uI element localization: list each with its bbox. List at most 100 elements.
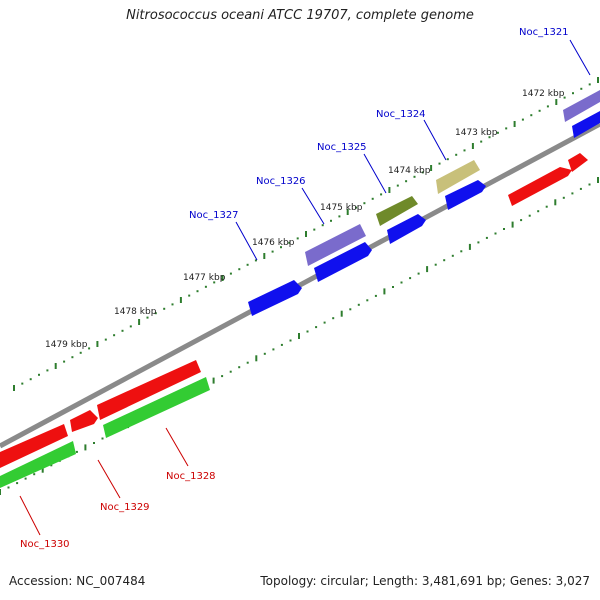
cds-noc-1328-green[interactable]	[103, 377, 210, 438]
inner-tick	[520, 219, 523, 222]
outer-tick	[388, 187, 391, 193]
outer-tick	[563, 96, 566, 99]
gene-label-noc-1327[interactable]: Noc_1327	[189, 210, 239, 221]
inner-tick	[332, 317, 335, 320]
outer-tick	[471, 143, 474, 149]
inner-tick	[221, 375, 224, 378]
inner-tick	[84, 444, 87, 451]
gene-label-noc-1324[interactable]: Noc_1324	[376, 109, 426, 120]
gene-label-noc-1325[interactable]: Noc_1325	[317, 142, 367, 153]
outer-tick	[246, 263, 249, 266]
cds-noc-1330-green[interactable]	[0, 441, 76, 488]
outer-tick	[271, 250, 274, 253]
outer-tick	[54, 363, 57, 369]
inner-tick	[306, 330, 309, 333]
outer-tick	[138, 319, 141, 325]
kbp-label-1472: 1472 kbp	[522, 89, 565, 99]
outer-tick	[338, 215, 341, 218]
inner-tick	[246, 361, 249, 364]
outer-tick	[229, 272, 232, 275]
gene-label-noc-1328[interactable]: Noc_1328	[166, 471, 216, 482]
kbp-label-1478: 1478 kbp	[114, 307, 157, 317]
cds-noc-1329[interactable]	[70, 410, 98, 432]
inner-tick	[16, 482, 19, 485]
outer-tick	[221, 275, 224, 281]
cds-noc-1330-red[interactable]	[0, 424, 68, 468]
outer-tick	[480, 140, 483, 143]
outer-tick	[104, 338, 107, 341]
kbp-label-1477: 1477 kbp	[183, 273, 226, 283]
cds-red-arrow-1[interactable]	[508, 167, 572, 206]
inner-tick	[443, 259, 446, 262]
outer-tick	[13, 385, 15, 391]
outer-tick	[413, 175, 416, 178]
cds-noc-1326[interactable]	[314, 242, 372, 282]
feature-noc-1326[interactable]	[305, 224, 366, 266]
outer-tick	[46, 369, 49, 372]
inner-tick	[460, 250, 463, 253]
outer-tick	[588, 83, 591, 86]
outer-tick	[296, 237, 299, 240]
outer-tick	[238, 268, 241, 271]
outer-tick	[71, 356, 74, 359]
inner-tick	[485, 236, 488, 239]
feature-noc-1324[interactable]	[436, 160, 480, 194]
outer-tick	[363, 202, 366, 205]
cds-noc-1325[interactable]	[387, 214, 426, 244]
gene-label-noc-1321[interactable]: Noc_1321	[519, 27, 569, 38]
gene-label-noc-1326[interactable]: Noc_1326	[256, 176, 306, 187]
inner-tick	[554, 199, 557, 206]
outer-tick	[196, 290, 199, 293]
outer-tick	[346, 209, 349, 215]
inner-tick	[255, 355, 258, 362]
inner-tick	[545, 205, 548, 208]
cds-red-arrow-2[interactable]	[568, 153, 588, 172]
feature-noc-1325[interactable]	[376, 196, 418, 226]
inner-tick	[374, 294, 377, 297]
outer-tick	[146, 316, 149, 319]
cds-noc-1324[interactable]	[445, 180, 486, 210]
inner-tick	[272, 348, 275, 351]
outer-tick	[371, 197, 374, 200]
outer-tick	[530, 114, 533, 117]
cds-noc-1328-red[interactable]	[97, 360, 201, 420]
outer-tick	[113, 334, 116, 337]
inner-tick	[494, 232, 497, 235]
leader-noc-1326	[301, 187, 325, 225]
inner-tick	[451, 254, 454, 257]
outer-tick	[521, 118, 524, 121]
outer-tick	[546, 105, 549, 108]
outer-tick	[396, 184, 399, 187]
inner-tick	[298, 333, 300, 339]
inner-tick	[417, 272, 420, 275]
inner-tick	[212, 377, 215, 384]
outer-tick	[380, 193, 383, 196]
outer-tick	[321, 224, 324, 227]
outer-tick	[580, 87, 583, 90]
inner-tick	[579, 187, 582, 190]
outer-tick	[405, 180, 408, 183]
outer-tick	[572, 92, 574, 95]
gene-label-noc-1329[interactable]: Noc_1329	[100, 502, 150, 513]
outer-tick	[263, 253, 266, 259]
inner-tick	[571, 192, 574, 195]
gene-label-noc-1330[interactable]: Noc_1330	[20, 539, 70, 550]
outer-tick	[96, 341, 99, 347]
outer-tick	[179, 297, 182, 303]
outer-tick	[288, 241, 291, 244]
inner-tick	[426, 266, 429, 273]
inner-tick	[340, 310, 343, 317]
feature-track	[0, 90, 600, 488]
inner-tick	[101, 437, 104, 440]
inner-tick	[383, 288, 386, 295]
outer-tick	[88, 347, 91, 350]
inner-tick	[323, 321, 326, 324]
feature-noc-1321[interactable]	[563, 90, 600, 122]
cds-noc-1321[interactable]	[572, 111, 600, 138]
cds-noc-1327[interactable]	[248, 280, 302, 316]
outer-tick	[129, 325, 132, 328]
outer-tick	[538, 109, 541, 112]
outer-tick	[38, 373, 40, 376]
inner-tick	[33, 473, 36, 476]
inner-tick	[24, 477, 27, 480]
